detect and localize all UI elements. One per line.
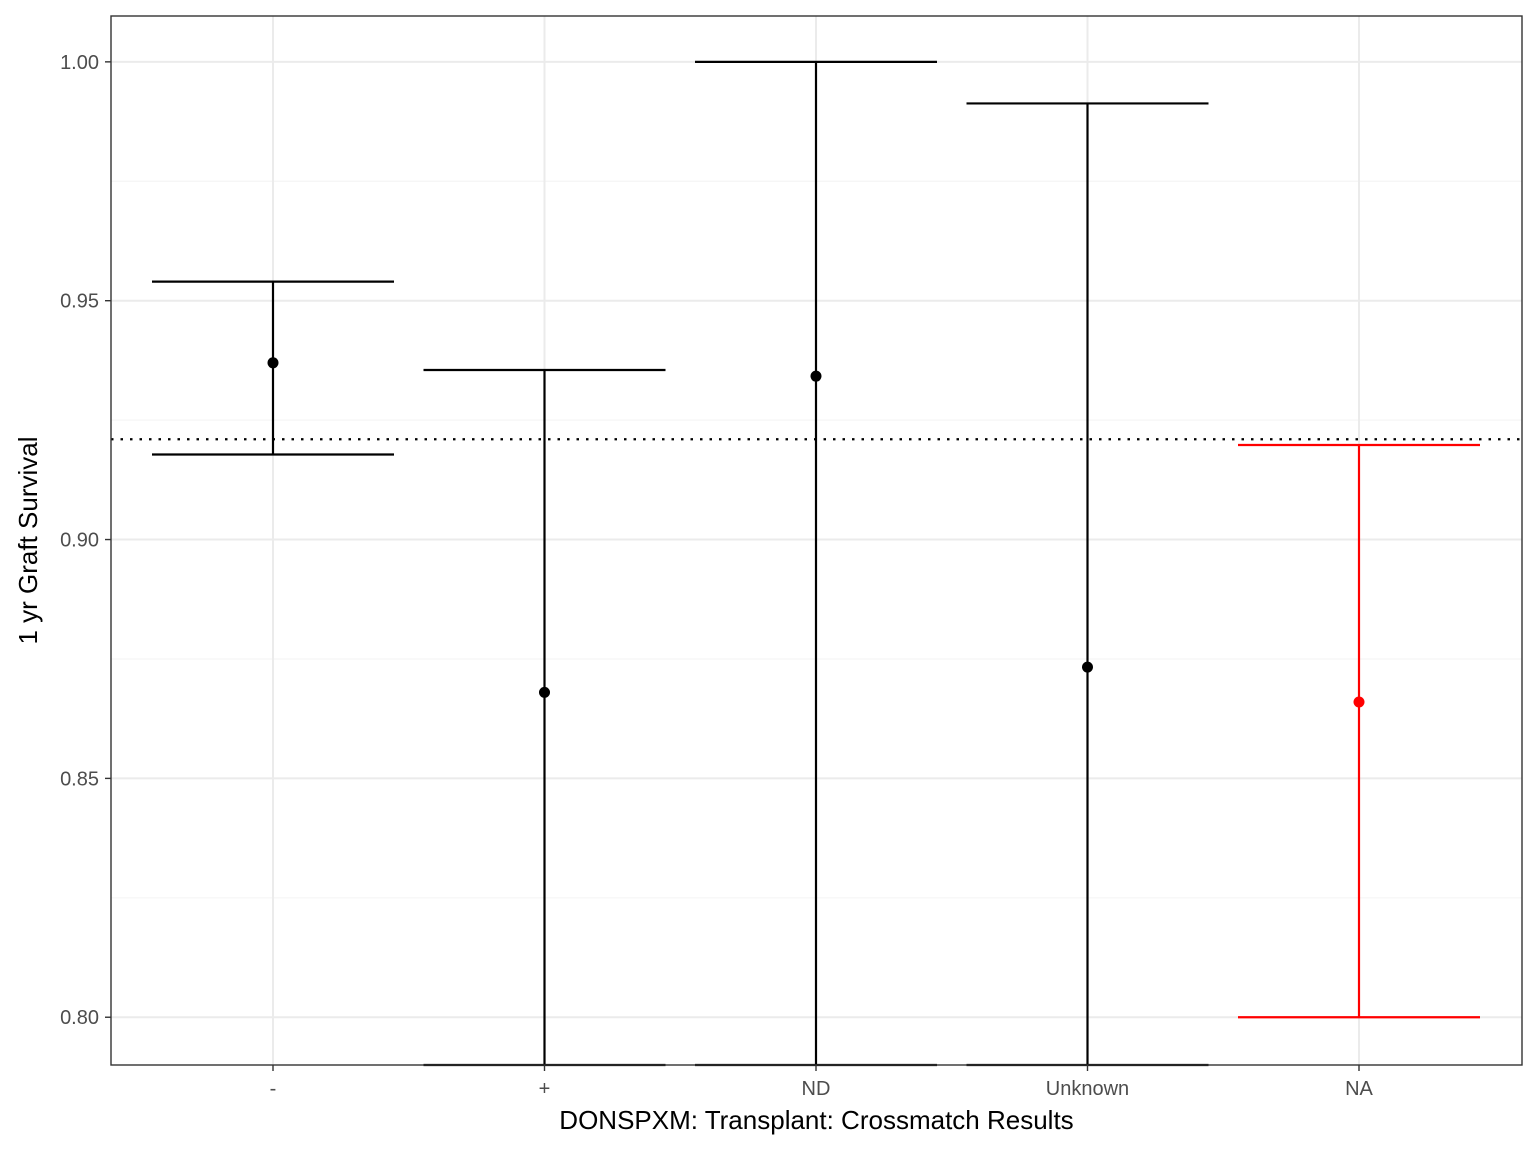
error-bars [152,60,1480,1067]
x-tick-label: NA [1345,1078,1373,1100]
x-tick-label: Unknown [1046,1078,1129,1100]
point-estimate [1082,661,1093,673]
x-axis-title: DONSPXM: Transplant: Crossmatch Results [559,1105,1073,1135]
point-estimate [1353,696,1365,708]
point-estimate [539,686,550,698]
y-axis-title: 1 yr Graft Survival [13,436,43,644]
point-estimate [267,357,279,369]
y-tick-label: 0.85 [60,768,99,790]
x-axis-ticks: - + ND Unknown NA [270,1065,1374,1100]
y-tick-label: 0.95 [60,291,99,313]
y-tick-label: 1.00 [60,52,99,74]
x-tick-label: - [270,1078,277,1100]
x-tick-label: ND [802,1078,831,1100]
y-tick-label: 0.80 [60,1007,99,1029]
y-axis-ticks: 0.80 0.85 0.90 0.95 1.00 [60,52,111,1029]
point-estimate [810,370,822,382]
x-tick-label: + [539,1078,551,1100]
y-tick-label: 0.90 [60,530,99,552]
data-points [267,357,1365,708]
